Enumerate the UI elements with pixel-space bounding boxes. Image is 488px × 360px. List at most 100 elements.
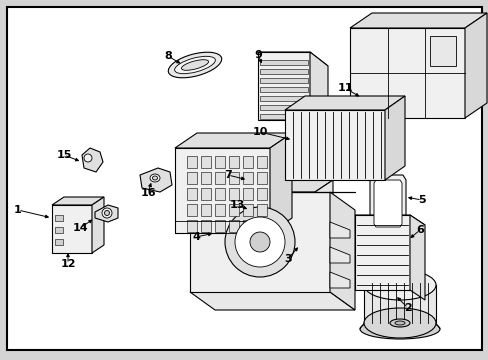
Polygon shape [260, 96, 307, 101]
Ellipse shape [389, 319, 409, 327]
Bar [201, 156, 210, 168]
Polygon shape [190, 192, 329, 292]
Bar [228, 188, 239, 200]
Polygon shape [329, 222, 349, 238]
Polygon shape [409, 215, 424, 300]
Bar [257, 220, 266, 232]
Polygon shape [235, 192, 314, 242]
Polygon shape [309, 52, 327, 134]
Polygon shape [235, 180, 332, 192]
Ellipse shape [235, 217, 285, 267]
Text: 9: 9 [254, 50, 262, 60]
Bar [55, 239, 63, 245]
Polygon shape [349, 13, 486, 28]
Bar [186, 188, 197, 200]
Polygon shape [354, 215, 409, 290]
Text: 13: 13 [229, 200, 244, 210]
Polygon shape [285, 96, 404, 110]
Polygon shape [265, 240, 353, 270]
Polygon shape [369, 175, 405, 232]
Ellipse shape [84, 154, 92, 162]
Polygon shape [384, 96, 404, 180]
Polygon shape [52, 205, 92, 253]
Ellipse shape [265, 220, 353, 260]
Bar [257, 172, 266, 184]
Ellipse shape [275, 260, 343, 280]
Polygon shape [258, 52, 327, 66]
Bar [257, 204, 266, 216]
Bar [215, 156, 224, 168]
Polygon shape [175, 133, 291, 148]
Polygon shape [258, 252, 265, 264]
Ellipse shape [181, 60, 208, 70]
Polygon shape [52, 197, 104, 205]
Bar [228, 204, 239, 216]
Polygon shape [329, 272, 349, 288]
Ellipse shape [394, 321, 404, 325]
Bar [243, 172, 252, 184]
Bar [201, 220, 210, 232]
Polygon shape [260, 114, 307, 119]
Polygon shape [260, 60, 307, 65]
Text: 6: 6 [415, 225, 423, 235]
Polygon shape [92, 197, 104, 253]
Bar [215, 172, 224, 184]
Bar [215, 204, 224, 216]
Ellipse shape [224, 207, 294, 277]
Bar [228, 220, 239, 232]
Ellipse shape [274, 225, 345, 255]
Ellipse shape [265, 256, 353, 284]
Text: 4: 4 [192, 232, 200, 242]
Polygon shape [314, 180, 332, 242]
Text: 12: 12 [60, 259, 76, 269]
Bar [55, 227, 63, 233]
Polygon shape [260, 69, 307, 74]
Ellipse shape [363, 270, 435, 300]
Polygon shape [329, 192, 354, 310]
Text: 5: 5 [417, 195, 425, 205]
Ellipse shape [359, 319, 439, 339]
Text: 10: 10 [252, 127, 267, 137]
Bar [257, 188, 266, 200]
Polygon shape [95, 205, 118, 222]
Bar [243, 188, 252, 200]
Bar [215, 188, 224, 200]
Polygon shape [464, 13, 486, 118]
Ellipse shape [168, 52, 221, 78]
Bar [243, 156, 252, 168]
Bar [243, 220, 252, 232]
Bar [429, 36, 455, 66]
Polygon shape [140, 168, 172, 192]
Bar [257, 156, 266, 168]
Text: 16: 16 [140, 188, 156, 198]
Polygon shape [260, 105, 307, 110]
Polygon shape [82, 148, 103, 172]
Bar [228, 156, 239, 168]
Text: 15: 15 [56, 150, 72, 160]
Bar [186, 156, 197, 168]
Bar [243, 204, 252, 216]
Bar [186, 172, 197, 184]
Text: 3: 3 [284, 254, 291, 264]
Text: 8: 8 [164, 51, 171, 61]
Polygon shape [285, 110, 384, 180]
Bar [215, 220, 224, 232]
Ellipse shape [363, 308, 435, 338]
Polygon shape [373, 180, 401, 227]
Polygon shape [190, 292, 354, 310]
Ellipse shape [174, 56, 215, 74]
Text: 1: 1 [14, 205, 22, 215]
Text: 14: 14 [72, 223, 88, 233]
Polygon shape [269, 133, 291, 233]
Text: 11: 11 [337, 83, 352, 93]
Bar [55, 215, 63, 221]
Bar [228, 172, 239, 184]
Bar [186, 220, 197, 232]
Ellipse shape [249, 232, 269, 252]
Bar [201, 204, 210, 216]
Ellipse shape [152, 176, 157, 180]
Bar [201, 188, 210, 200]
Text: 7: 7 [224, 170, 231, 180]
Polygon shape [354, 215, 424, 225]
Ellipse shape [150, 174, 160, 182]
